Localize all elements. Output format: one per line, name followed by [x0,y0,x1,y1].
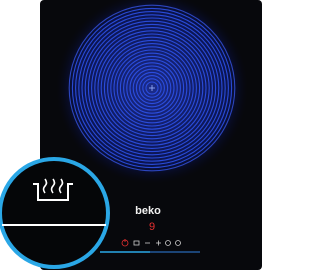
zoom-callout [0,159,108,267]
power-level-display: 9 [149,221,155,233]
hob-image: beko 9 [0,0,262,270]
brand-logo: beko [135,205,161,217]
page: beko 9 (() => { const data = JSON.parse(… [0,0,320,270]
